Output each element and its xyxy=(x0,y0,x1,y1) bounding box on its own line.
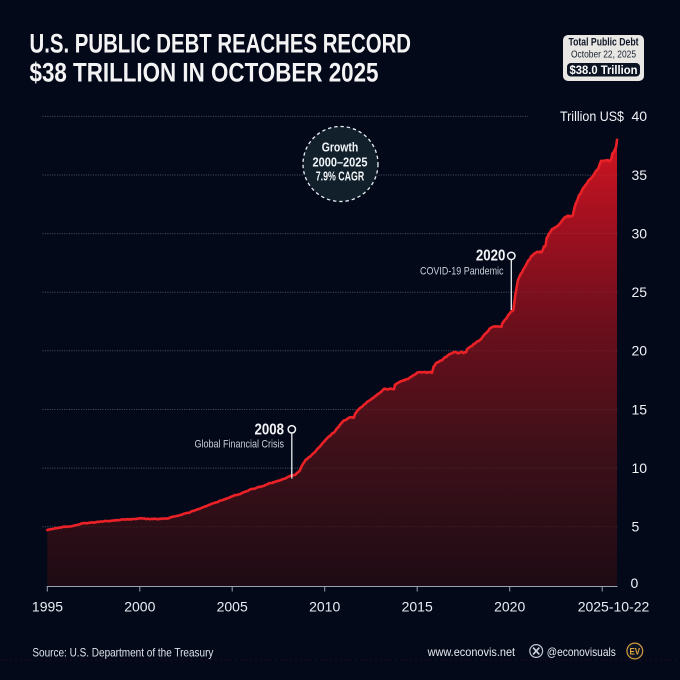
svg-text:0: 0 xyxy=(631,575,639,591)
svg-text:Total Public Debt: Total Public Debt xyxy=(569,36,639,48)
svg-text:2025-10-22: 2025-10-22 xyxy=(578,599,650,615)
svg-text:$38.0 Trillion: $38.0 Trillion xyxy=(570,65,638,77)
svg-text:2000: 2000 xyxy=(124,599,155,615)
svg-text:7.9% CAGR: 7.9% CAGR xyxy=(316,170,365,184)
svg-text:COVID-19 Pandemic: COVID-19 Pandemic xyxy=(420,266,504,278)
svg-text:EV: EV xyxy=(630,647,641,657)
svg-text:1995: 1995 xyxy=(32,599,63,615)
svg-text:40: 40 xyxy=(632,108,648,124)
svg-text:2020: 2020 xyxy=(476,248,506,265)
svg-text:$38 TRILLION IN OCTOBER 2025: $38 TRILLION IN OCTOBER 2025 xyxy=(30,58,379,88)
svg-text:2010: 2010 xyxy=(309,599,340,615)
svg-text:35: 35 xyxy=(632,167,648,183)
svg-text:25: 25 xyxy=(632,284,648,300)
svg-text:30: 30 xyxy=(632,225,648,241)
svg-text:5: 5 xyxy=(632,519,640,535)
svg-text:20: 20 xyxy=(632,343,648,359)
svg-text:15: 15 xyxy=(632,401,648,417)
svg-text:2020: 2020 xyxy=(494,599,525,615)
svg-text:Source: U.S. Department of the: Source: U.S. Department of the Treasury xyxy=(32,646,213,660)
svg-text:October 22, 2025: October 22, 2025 xyxy=(571,49,636,61)
svg-text:@econovisuals: @econovisuals xyxy=(547,645,616,659)
svg-text:U.S. PUBLIC DEBT REACHES RECOR: U.S. PUBLIC DEBT REACHES RECORD xyxy=(30,29,412,59)
svg-text:2005: 2005 xyxy=(217,599,248,615)
svg-text:Trillion US$: Trillion US$ xyxy=(560,109,624,124)
svg-text:Global Financial Crisis: Global Financial Crisis xyxy=(195,439,285,451)
svg-text:Growth: Growth xyxy=(322,141,359,155)
svg-text:2008: 2008 xyxy=(255,421,285,438)
svg-text:www.econovis.net: www.econovis.net xyxy=(427,645,516,659)
svg-text:10: 10 xyxy=(632,460,648,476)
svg-text:2000–2025: 2000–2025 xyxy=(313,156,368,170)
svg-text:2015: 2015 xyxy=(402,599,433,615)
